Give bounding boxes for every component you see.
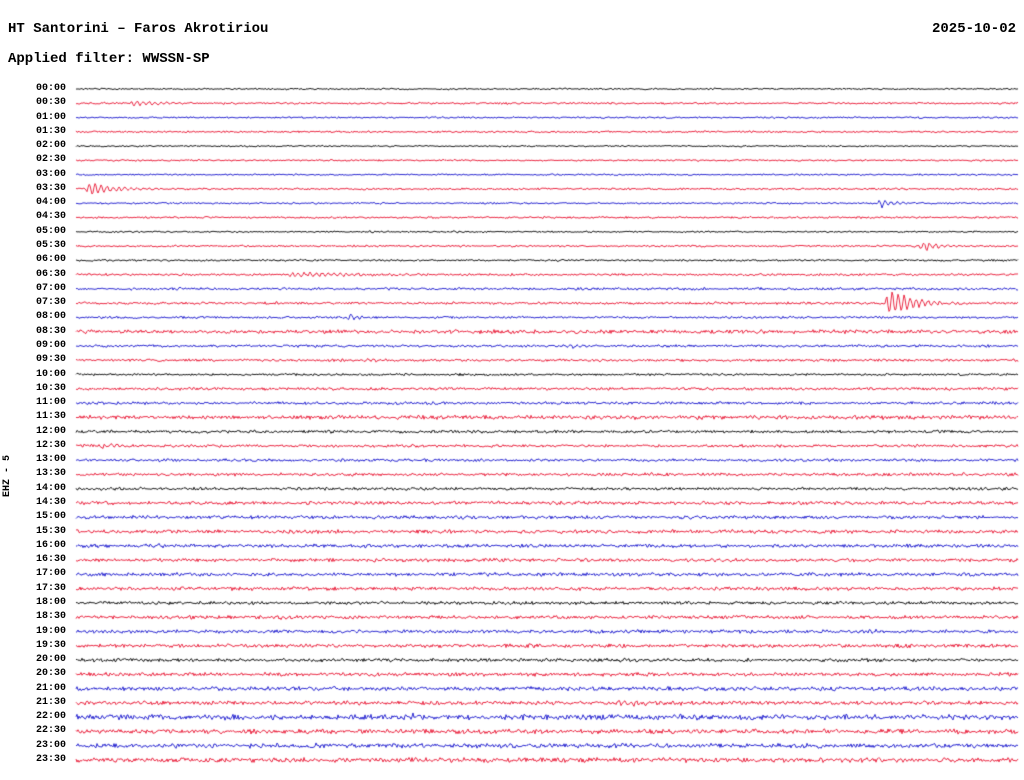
time-label: 05:00 — [35, 225, 66, 237]
time-label: 20:00 — [35, 654, 66, 666]
time-label: 06:00 — [35, 254, 66, 266]
time-label: 12:30 — [35, 439, 66, 451]
time-label: 00:30 — [35, 97, 66, 109]
time-label: 17:00 — [35, 568, 66, 580]
time-label: 23:30 — [35, 754, 66, 765]
time-label: 03:00 — [35, 168, 66, 180]
time-label: 16:30 — [35, 554, 66, 566]
time-label: 03:30 — [35, 182, 66, 194]
time-label: 23:00 — [35, 739, 66, 751]
time-label: 14:30 — [35, 497, 66, 509]
time-label: 15:30 — [35, 525, 66, 537]
time-label: 19:00 — [35, 625, 66, 637]
time-label: 10:00 — [35, 368, 66, 380]
time-label: 22:30 — [35, 725, 66, 737]
time-label: 18:30 — [35, 611, 66, 623]
time-label: 08:00 — [35, 311, 66, 323]
time-label: 16:00 — [35, 539, 66, 551]
time-label: 11:30 — [35, 411, 66, 423]
time-label: 21:00 — [35, 682, 66, 694]
time-label: 07:30 — [35, 297, 66, 309]
time-label: 11:00 — [35, 397, 66, 409]
time-label: 09:30 — [35, 354, 66, 366]
time-label: 15:00 — [35, 511, 66, 523]
time-label: 05:30 — [35, 240, 66, 252]
time-label: 20:30 — [35, 668, 66, 680]
time-label: 18:00 — [35, 596, 66, 608]
time-label: 08:30 — [35, 325, 66, 337]
time-label: 21:30 — [35, 696, 66, 708]
time-label: 04:00 — [35, 197, 66, 209]
time-label: 06:30 — [35, 268, 66, 280]
time-label: 04:30 — [35, 211, 66, 223]
time-label: 12:00 — [35, 425, 66, 437]
time-label: 14:00 — [35, 482, 66, 494]
time-label: 13:00 — [35, 454, 66, 466]
time-label: 19:30 — [35, 639, 66, 651]
time-label: 07:00 — [35, 282, 66, 294]
time-label: 02:00 — [35, 140, 66, 152]
time-label: 13:30 — [35, 468, 66, 480]
time-label: 17:30 — [35, 582, 66, 594]
time-label: 01:30 — [35, 125, 66, 137]
time-label: 01:00 — [35, 111, 66, 123]
time-label: 09:00 — [35, 339, 66, 351]
time-label: 22:00 — [35, 711, 66, 723]
time-label: 02:30 — [35, 154, 66, 166]
time-label: 10:30 — [35, 382, 66, 394]
time-label: 00:00 — [35, 83, 66, 94]
